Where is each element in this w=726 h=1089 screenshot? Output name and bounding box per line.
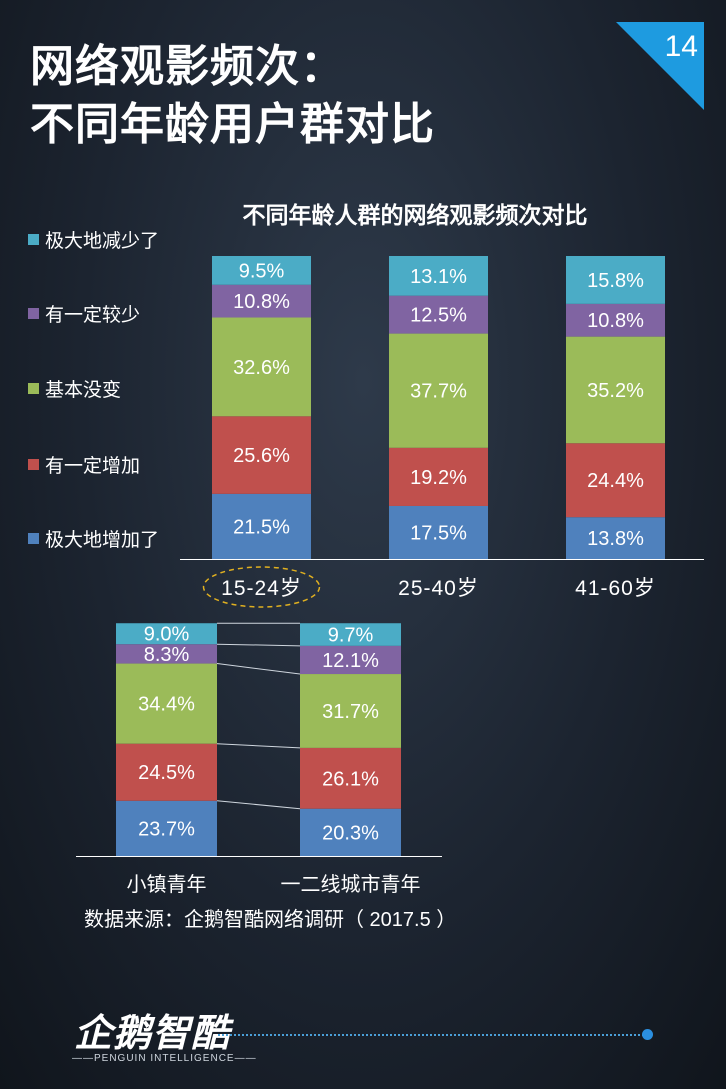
legend-swatch	[28, 533, 39, 544]
data-label: 13.1%	[410, 266, 467, 288]
logo-wordmark: 企鹅智酷	[74, 1013, 231, 1055]
bar-segment	[212, 284, 311, 318]
bar-segment	[566, 517, 665, 559]
data-label: 9.0%	[144, 624, 190, 646]
data-label: 20.3%	[322, 822, 379, 844]
legend-label: 基本没变	[45, 380, 122, 401]
data-label: 10.8%	[587, 310, 644, 332]
data-label: 21.5%	[233, 516, 290, 538]
x-tick-label: 25-40岁	[398, 577, 479, 600]
data-label: 23.7%	[138, 818, 195, 840]
bar-segment	[300, 623, 401, 646]
x-tick-label: 41-60岁	[575, 577, 656, 600]
bar-segment	[566, 303, 665, 337]
data-label: 13.8%	[587, 528, 644, 550]
footer-dot	[642, 1029, 653, 1040]
legend-swatch	[28, 383, 39, 394]
data-label: 32.6%	[233, 357, 290, 379]
bar-segment	[116, 743, 217, 801]
data-label: 26.1%	[322, 768, 379, 790]
data-label: 19.2%	[410, 467, 467, 489]
data-label: 17.5%	[410, 522, 467, 544]
data-label: 34.4%	[138, 694, 195, 716]
bar-segment	[566, 336, 665, 444]
logo-subtitle-text: PENGUIN INTELLIGENCE	[94, 1053, 235, 1064]
connector-line	[216, 743, 301, 749]
data-label: 25.6%	[233, 445, 290, 467]
bar-segment	[300, 645, 401, 675]
data-label: 24.5%	[138, 762, 195, 784]
bar-segment	[300, 674, 401, 748]
bar-segment	[116, 663, 217, 744]
data-label: 10.8%	[233, 291, 290, 313]
bar-segment	[389, 505, 488, 559]
bar-segment	[566, 443, 665, 518]
x-tick-label: 一二线城市青年	[281, 873, 421, 896]
connector-line	[216, 643, 301, 647]
connector-line	[216, 800, 301, 810]
legend-swatch	[28, 234, 39, 245]
page-title-line-2: 不同年龄用户群对比	[30, 100, 435, 149]
x-tick-label: 小镇青年	[127, 873, 207, 896]
bar-segment	[389, 295, 488, 334]
bar-segment	[212, 416, 311, 494]
data-label: 9.7%	[328, 625, 374, 647]
data-label: 15.8%	[587, 270, 644, 292]
legend-item: 基本没变	[28, 375, 121, 402]
chart-title: 不同年龄人群的网络观影频次对比	[242, 202, 588, 228]
data-label: 9.5%	[239, 260, 285, 282]
bar-segment	[116, 623, 217, 645]
data-source-note: 数据来源：企鹅智酷网络调研（ 2017.5 ）	[84, 909, 457, 931]
legend-item: 有一定较少	[28, 300, 140, 327]
page-title-line-1: 网络观影频次：	[30, 42, 345, 91]
bar-segment	[116, 644, 217, 664]
bar-segment	[389, 256, 488, 296]
data-label: 35.2%	[587, 380, 644, 402]
page-number: 14	[664, 30, 698, 63]
bar-segment	[116, 800, 217, 856]
data-label: 24.4%	[587, 470, 644, 492]
bar-segment	[389, 447, 488, 506]
bar-segment	[212, 493, 311, 559]
connector-line	[216, 663, 301, 675]
footer-dotted-line	[218, 1034, 644, 1036]
bar-segment	[300, 808, 401, 856]
bar-segment	[389, 333, 488, 448]
x-tick-label: 15-24岁	[221, 577, 302, 600]
legend-label: 极大地增加了	[45, 530, 160, 551]
bar-segment	[212, 256, 311, 285]
legend-swatch	[28, 459, 39, 470]
data-label: 31.7%	[322, 701, 379, 723]
data-label: 12.5%	[410, 305, 467, 327]
data-label: 12.1%	[322, 650, 379, 672]
legend-swatch	[28, 308, 39, 319]
data-label: 8.3%	[144, 644, 190, 666]
legend-item: 极大地增加了	[28, 525, 159, 552]
highlight-ellipse	[202, 566, 321, 608]
legend-label: 极大地减少了	[45, 231, 160, 252]
legend-item: 极大地减少了	[28, 226, 159, 253]
legend-label: 有一定增加	[45, 456, 141, 477]
bar-segment	[300, 747, 401, 809]
legend-label: 有一定较少	[45, 305, 141, 326]
page-corner-marker	[616, 22, 704, 110]
bar-segment	[566, 256, 665, 304]
bar-segment	[212, 317, 311, 417]
data-label: 37.7%	[410, 381, 467, 403]
logo-subtitle: ——PENGUIN INTELLIGENCE——	[72, 1053, 257, 1064]
legend-item: 有一定增加	[28, 451, 140, 478]
